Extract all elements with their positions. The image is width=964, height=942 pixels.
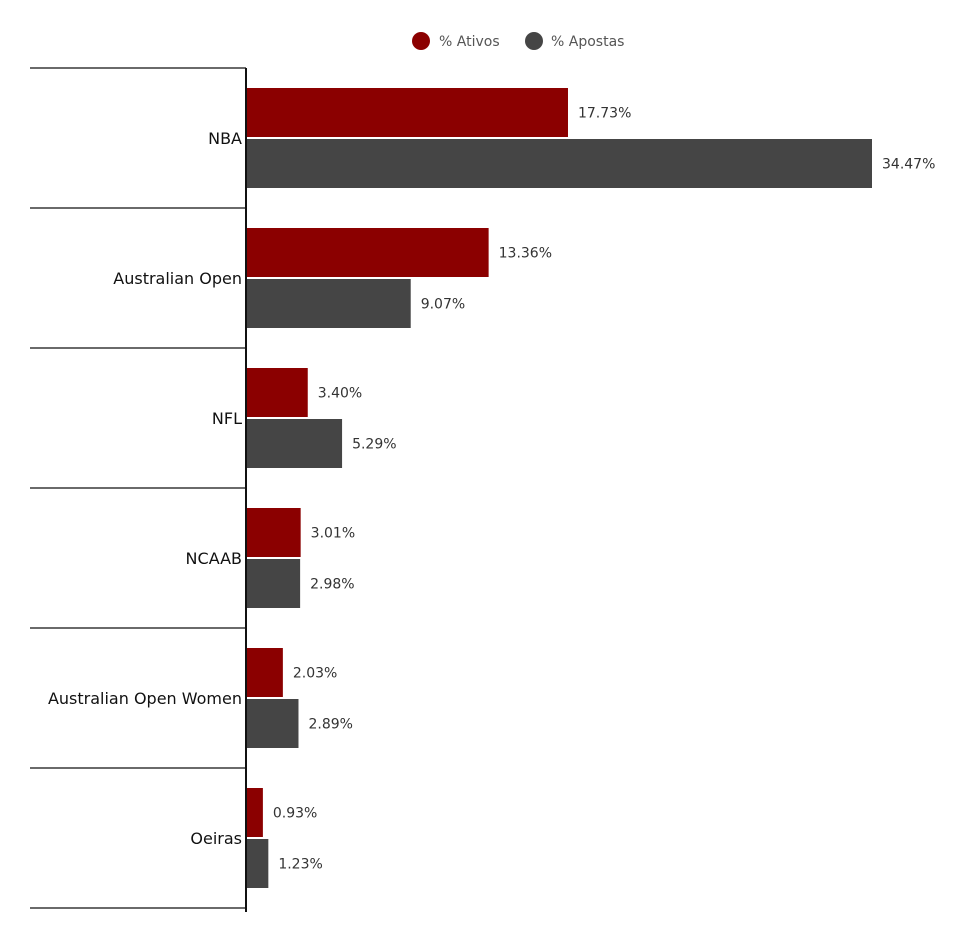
value-label: 5.29%	[352, 437, 396, 453]
chart-rows: NBA Australian Open NFL NCAAB Australian Ope…	[30, 67, 246, 909]
bar-ativos	[246, 648, 283, 697]
legend-label: % Ativos	[439, 34, 500, 50]
bar-ativos	[246, 228, 489, 277]
bar-apostas	[246, 699, 299, 748]
value-label: 34.47%	[882, 157, 935, 173]
bar-apostas	[246, 839, 269, 888]
value-label: 2.89%	[308, 717, 352, 733]
value-label: 0.93%	[273, 806, 317, 822]
legend: % Ativos % Apostas	[412, 32, 624, 50]
value-label: 2.03%	[293, 666, 337, 682]
value-label: 9.07%	[421, 297, 465, 313]
category-label: NCAAB	[186, 549, 242, 568]
category-label: Australian Open	[113, 269, 242, 288]
category-label: Australian Open Women	[48, 689, 242, 708]
value-label: 3.40%	[318, 386, 362, 402]
bar-apostas	[246, 559, 301, 608]
bar-ativos	[246, 788, 263, 837]
chart-bars: 17.73% 34.47% 13.36% 9.07% 3.40% 5.29% 3.01% 2.…	[246, 88, 935, 888]
bar-apostas	[246, 139, 872, 188]
value-label: 2.98%	[310, 577, 354, 593]
bar-apostas	[246, 419, 343, 468]
legend-marker	[525, 32, 543, 50]
category-label: NBA	[208, 129, 242, 148]
bar-ativos	[246, 508, 301, 557]
legend-label: % Apostas	[551, 34, 624, 50]
bar-apostas	[246, 279, 411, 328]
value-label: 1.23%	[278, 857, 322, 873]
value-label: 17.73%	[578, 106, 631, 122]
value-label: 3.01%	[311, 526, 355, 542]
legend-marker	[412, 32, 430, 50]
bar-ativos	[246, 88, 568, 137]
category-label: Oeiras	[190, 829, 242, 848]
bar-ativos	[246, 368, 308, 417]
category-label: NFL	[212, 409, 242, 428]
value-label: 13.36%	[499, 246, 552, 262]
